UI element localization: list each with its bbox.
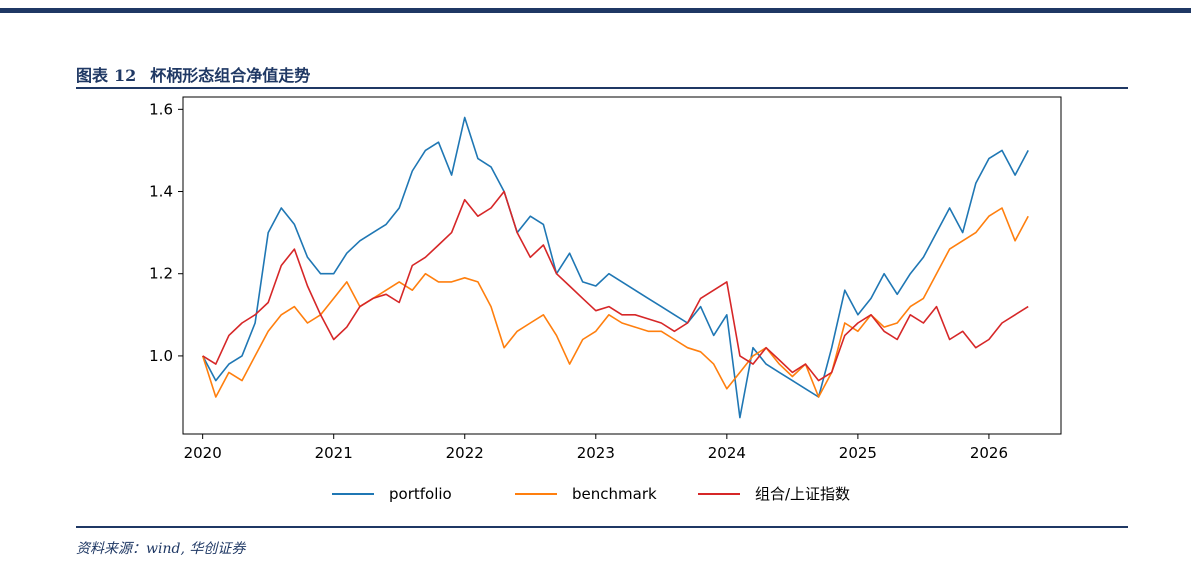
y-tick-label: 1.6 (149, 100, 173, 118)
legend-label-2: 组合/上证指数 (755, 485, 850, 503)
x-tick-label: 2022 (446, 444, 484, 462)
x-tick-label: 2024 (708, 444, 746, 462)
axis-layer: 2020 2021 2022 2023 2024 2025 2026 1.0 1.2 1.4 1.6 (149, 100, 1008, 462)
top-accent-bar (0, 8, 1191, 13)
figure-prefix: 图表 (76, 66, 109, 85)
x-tick-label: 2021 (315, 444, 353, 462)
x-tick-label: 2023 (577, 444, 615, 462)
title-rule (76, 87, 1128, 89)
legend-label-1: benchmark (572, 485, 657, 503)
series-line-1 (201, 207, 1029, 398)
series-line-0 (201, 116, 1029, 419)
x-tick-label: 2025 (839, 444, 877, 462)
legend-label-0: portfolio (389, 485, 452, 503)
source-note: 资料来源：wind, 华创证券 (76, 541, 246, 557)
footer-rule (76, 526, 1128, 528)
series-layer (201, 116, 1029, 419)
x-tick-label: 2020 (184, 444, 222, 462)
x-tick-label: 2026 (970, 444, 1008, 462)
plot-frame (182, 96, 1062, 435)
figure-title: 图表 12 杯柄形态组合净值走势 (76, 62, 310, 86)
y-tick-label: 1.0 (149, 347, 173, 365)
legend: portfolio benchmark 组合/上证指数 (332, 485, 850, 503)
figure-title-text: 杯柄形态组合净值走势 (150, 66, 311, 85)
series-line-2 (202, 190, 1029, 382)
y-tick-label: 1.4 (149, 183, 173, 201)
y-tick-label: 1.2 (149, 265, 173, 283)
figure-number: 12 (114, 66, 137, 85)
